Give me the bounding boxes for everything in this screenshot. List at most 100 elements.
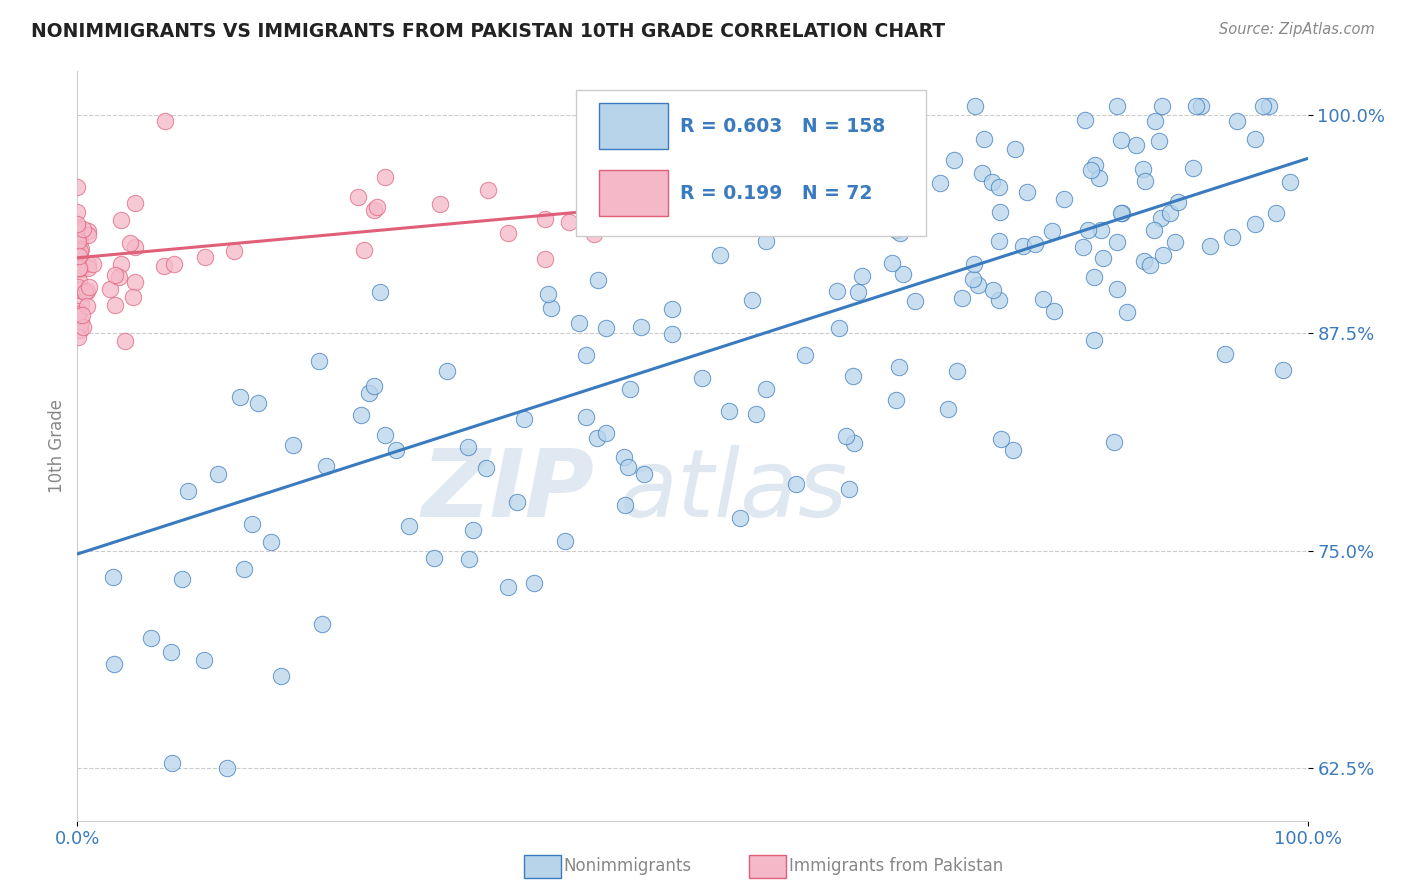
- Point: [595, 321, 617, 335]
- Text: Nonimmigrants: Nonimmigrants: [564, 857, 692, 875]
- FancyBboxPatch shape: [599, 103, 668, 149]
- Point: [124, 196, 146, 211]
- Point: [1109, 205, 1132, 219]
- Point: [163, 257, 186, 271]
- Point: [66, 304, 89, 318]
- Point: [423, 551, 446, 566]
- Point: [963, 99, 986, 113]
- Point: [110, 213, 132, 227]
- Point: [215, 761, 238, 775]
- Point: [1147, 134, 1170, 148]
- Point: [1105, 99, 1128, 113]
- Point: [963, 257, 986, 271]
- Point: [124, 275, 146, 289]
- Point: [66, 204, 89, 219]
- Point: [633, 467, 655, 482]
- Point: [745, 407, 768, 421]
- Point: [308, 353, 330, 368]
- Point: [1125, 137, 1147, 152]
- Point: [66, 280, 89, 294]
- Point: [988, 234, 1011, 248]
- Point: [69, 318, 91, 332]
- Point: [783, 119, 806, 133]
- Point: [1258, 99, 1281, 113]
- Point: [73, 285, 96, 299]
- Point: [838, 482, 860, 496]
- Point: [69, 244, 91, 259]
- Point: [72, 222, 94, 236]
- Point: [595, 426, 617, 441]
- Point: [690, 371, 713, 385]
- Point: [110, 257, 132, 271]
- Point: [76, 224, 98, 238]
- Point: [540, 301, 562, 315]
- Point: [70, 314, 93, 328]
- Point: [98, 282, 121, 296]
- Point: [103, 570, 125, 584]
- Point: [429, 197, 451, 211]
- Point: [153, 113, 176, 128]
- Point: [66, 218, 89, 232]
- Point: [1084, 158, 1107, 172]
- Point: [315, 458, 337, 473]
- Point: [72, 320, 94, 334]
- Point: [67, 260, 90, 275]
- Point: [1182, 161, 1205, 175]
- Point: [104, 298, 127, 312]
- Point: [436, 364, 458, 378]
- Point: [613, 450, 636, 464]
- Point: [1133, 174, 1156, 188]
- Point: [851, 268, 873, 283]
- Point: [1271, 363, 1294, 377]
- Point: [66, 180, 89, 194]
- Point: [835, 428, 858, 442]
- Point: [496, 226, 519, 240]
- Point: [537, 286, 560, 301]
- Point: [66, 231, 89, 245]
- Point: [848, 198, 870, 212]
- Point: [1111, 205, 1133, 219]
- Point: [222, 244, 245, 258]
- Point: [893, 268, 915, 282]
- Point: [1015, 185, 1038, 199]
- Point: [1083, 269, 1105, 284]
- Point: [457, 440, 479, 454]
- Y-axis label: 10th Grade: 10th Grade: [48, 399, 66, 493]
- Point: [1071, 240, 1094, 254]
- Point: [1265, 206, 1288, 220]
- Point: [194, 250, 217, 264]
- Point: [1132, 162, 1154, 177]
- Point: [1001, 442, 1024, 457]
- Point: [1251, 99, 1274, 113]
- Point: [1213, 347, 1236, 361]
- Point: [1116, 305, 1139, 319]
- Point: [66, 310, 89, 324]
- Point: [69, 283, 91, 297]
- Point: [1012, 239, 1035, 253]
- Point: [880, 256, 903, 270]
- Point: [172, 573, 194, 587]
- Point: [374, 170, 396, 185]
- Point: [988, 204, 1011, 219]
- Point: [475, 461, 498, 475]
- Point: [889, 226, 911, 240]
- Text: ZIP: ZIP: [422, 445, 595, 537]
- Point: [363, 379, 385, 393]
- Point: [506, 494, 529, 508]
- Point: [682, 170, 704, 185]
- Point: [76, 284, 98, 298]
- Point: [1090, 223, 1112, 237]
- Point: [66, 233, 89, 247]
- Text: R = 0.603   N = 158: R = 0.603 N = 158: [681, 117, 886, 136]
- Point: [661, 326, 683, 341]
- Point: [785, 477, 807, 491]
- Text: Source: ZipAtlas.com: Source: ZipAtlas.com: [1219, 22, 1375, 37]
- Point: [69, 261, 91, 276]
- Point: [66, 234, 89, 248]
- Point: [104, 268, 127, 282]
- Point: [1032, 292, 1054, 306]
- Point: [1074, 113, 1097, 128]
- Point: [825, 285, 848, 299]
- Point: [619, 382, 641, 396]
- Point: [69, 323, 91, 337]
